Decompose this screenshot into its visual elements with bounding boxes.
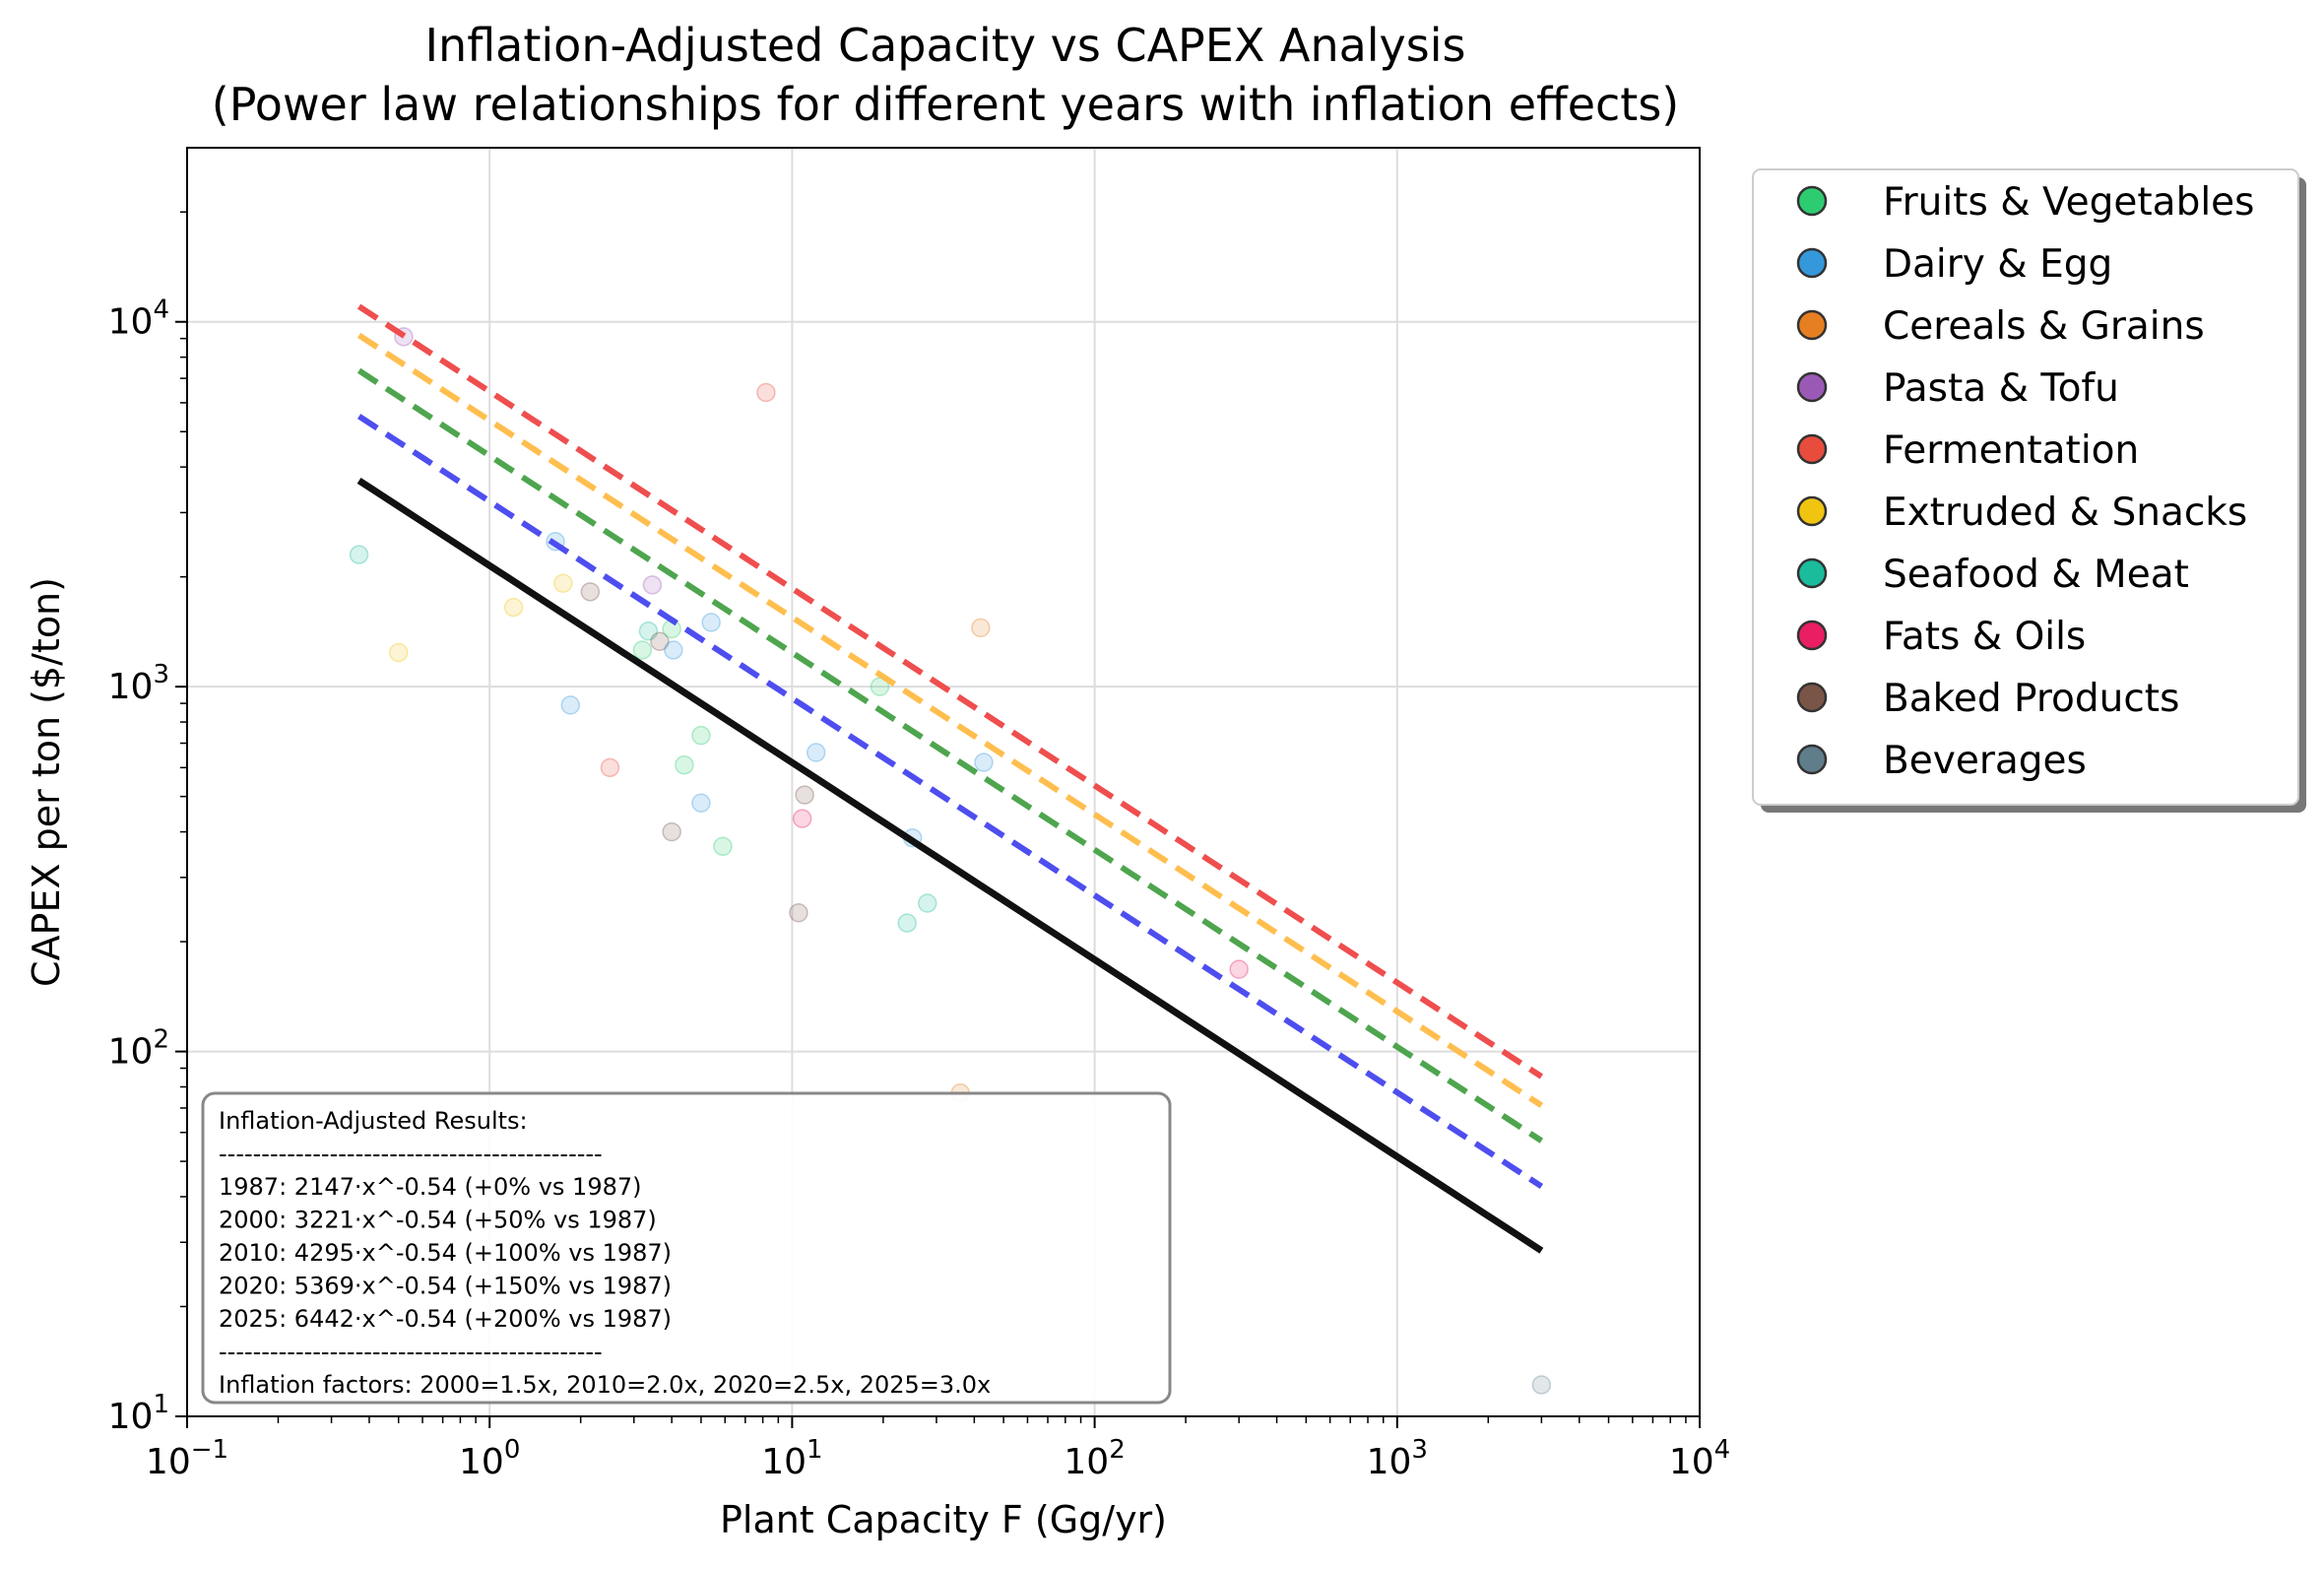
data-point — [600, 757, 620, 778]
legend-label: Pasta & Tofu — [1883, 366, 2119, 411]
annotation-line: Inflation-Adjusted Results: — [219, 1107, 528, 1135]
axis-ticks: 10−1 100 101 102 103 104 101 102 103 104 — [108, 211, 1730, 1482]
annotation-box: Inflation-Adjusted Results: -------------… — [201, 1091, 1172, 1405]
legend-frame — [1752, 168, 2299, 806]
fit-line-2010 — [356, 367, 1544, 1144]
data-point — [756, 382, 776, 403]
fit-lines — [356, 303, 1544, 1254]
annotation-line: 1987: 2147·x^-0.54 (+0% vs 1987) — [219, 1173, 642, 1201]
fit-line-1987 — [356, 477, 1544, 1254]
y-tick-label: 101 — [108, 1390, 169, 1437]
x-tick-label: 104 — [1669, 1435, 1730, 1482]
plot-frame — [186, 147, 1701, 1417]
data-point — [792, 809, 812, 828]
annotation-line: Inflation factors: 2000=1.5x, 2010=2.0x,… — [219, 1371, 991, 1399]
data-point — [974, 753, 994, 772]
legend-label: Dairy & Egg — [1883, 242, 2112, 287]
y-tick-label: 102 — [108, 1025, 169, 1073]
x-tick-label: 102 — [1064, 1435, 1125, 1482]
fit-line-2025 — [356, 303, 1544, 1080]
annotation-line: ----------------------------------------… — [219, 1339, 603, 1366]
data-point — [349, 545, 369, 564]
legend-label: Cereals & Grains — [1883, 304, 2205, 349]
x-tick-label: 100 — [459, 1435, 520, 1482]
annotation-line: 2010: 4295·x^-0.54 (+100% vs 1987) — [219, 1239, 672, 1267]
data-point — [632, 640, 653, 660]
data-point — [897, 913, 917, 933]
data-point — [503, 597, 524, 618]
data-point — [713, 836, 733, 857]
legend-label: Baked Products — [1883, 677, 2179, 721]
data-point — [789, 902, 808, 923]
data-point — [580, 582, 601, 602]
fit-line-2020 — [356, 332, 1544, 1108]
data-point — [675, 754, 694, 775]
legend: Fruits & Vegetables Dairy & Egg Cereals & … — [1752, 168, 2306, 813]
data-point — [806, 743, 826, 762]
legend-marker — [1796, 682, 1828, 713]
legend-label: Fermentation — [1883, 428, 2139, 473]
annotation-line: ----------------------------------------… — [219, 1141, 603, 1168]
data-point — [691, 793, 711, 813]
legend-marker — [1796, 557, 1828, 589]
legend-label: Seafood & Meat — [1883, 553, 2189, 597]
legend-marker — [1796, 433, 1828, 465]
chart-subtitle: (Power law relationships for different y… — [212, 78, 1680, 131]
x-tick-label: 10−1 — [146, 1435, 228, 1482]
legend-marker — [1796, 309, 1828, 341]
data-point — [701, 613, 721, 632]
data-point — [918, 893, 937, 913]
data-point — [971, 618, 991, 638]
y-tick-label: 104 — [108, 295, 169, 343]
data-point — [638, 621, 659, 641]
x-tick-label: 103 — [1367, 1435, 1428, 1482]
annotation-frame — [201, 1091, 1172, 1405]
data-point — [691, 725, 711, 746]
data-point — [560, 695, 581, 715]
annotation-text: Inflation-Adjusted Results: -------------… — [219, 1107, 991, 1399]
legend-label: Fats & Oils — [1883, 615, 2086, 659]
fit-line-2000 — [356, 414, 1544, 1190]
legend-items: Fruits & Vegetables Dairy & Egg Cereals & … — [1796, 180, 2255, 783]
annotation-line: 2000: 3221·x^-0.54 (+50% vs 1987) — [219, 1207, 657, 1234]
legend-marker — [1796, 247, 1828, 279]
data-point — [388, 642, 409, 663]
x-tick-label: 101 — [761, 1435, 822, 1482]
annotation-line: 2025: 6442·x^-0.54 (+200% vs 1987) — [219, 1305, 672, 1333]
data-point — [1229, 959, 1249, 979]
data-point — [650, 631, 670, 652]
data-point — [795, 785, 814, 805]
legend-marker — [1796, 371, 1828, 403]
data-point — [664, 640, 683, 660]
legend-marker — [1796, 620, 1828, 651]
legend-label: Extruded & Snacks — [1883, 491, 2247, 535]
chart-title: Inflation-Adjusted Capacity vs CAPEX Ana… — [424, 19, 1465, 72]
data-point — [662, 821, 681, 842]
x-axis-label: Plant Capacity F (Gg/yr) — [720, 1498, 1167, 1541]
data-point — [642, 575, 663, 595]
legend-marker — [1796, 495, 1828, 527]
data-point — [553, 573, 573, 593]
annotation-line: 2020: 5369·x^-0.54 (+150% vs 1987) — [219, 1273, 672, 1300]
legend-label: Beverages — [1883, 739, 2087, 783]
y-tick-label: 103 — [108, 660, 169, 707]
data-point — [1531, 1375, 1552, 1395]
legend-label: Fruits & Vegetables — [1883, 180, 2255, 225]
legend-marker — [1796, 744, 1828, 775]
y-axis-label: CAPEX per ton ($/ton) — [25, 577, 68, 987]
legend-marker — [1796, 185, 1828, 217]
plot-area: 10−1 100 101 102 103 104 101 102 103 104 — [108, 147, 1730, 1482]
